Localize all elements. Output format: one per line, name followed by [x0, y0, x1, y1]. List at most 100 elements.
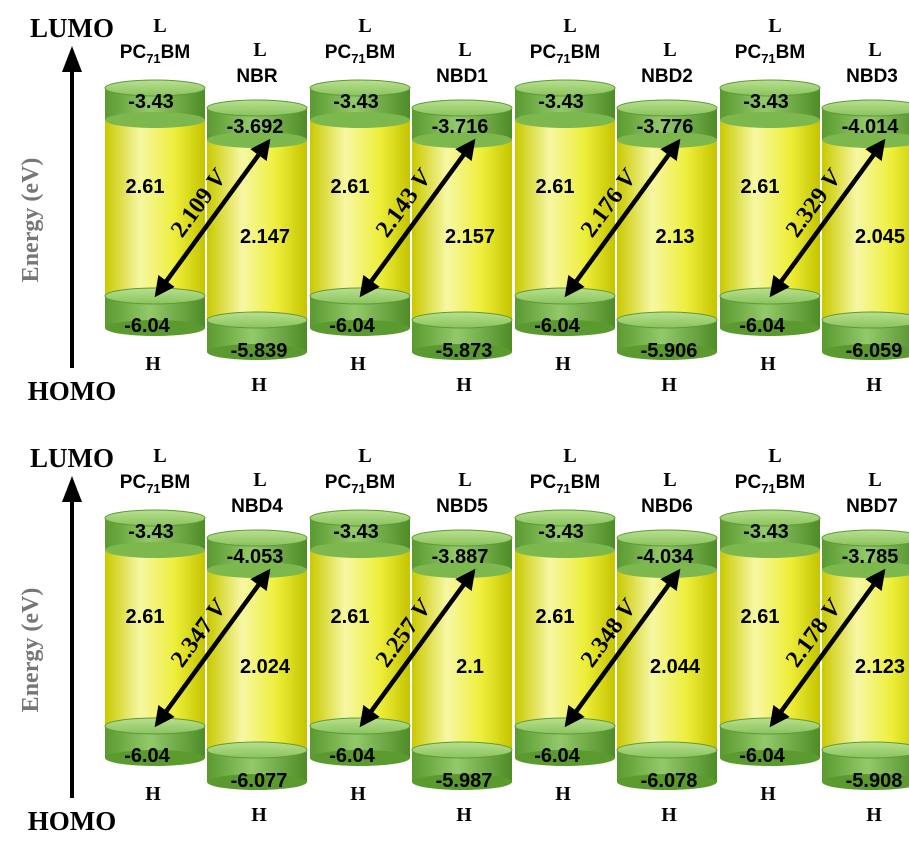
acceptor-gap-value: 2.61 — [126, 606, 165, 628]
homo-cap-bottom — [822, 344, 909, 360]
homo-cap-bottom — [105, 750, 205, 766]
acceptor-lumo-marker: L — [153, 15, 166, 37]
lumo-cap-top — [719, 79, 821, 97]
voc-double-arrow — [769, 568, 886, 728]
acceptor-lumo-marker: L — [358, 15, 371, 37]
donor-lumo-marker: L — [253, 39, 266, 61]
lumo-cap-top — [719, 509, 821, 527]
acceptor-name: PC71BM — [530, 42, 600, 66]
lumo-cap-bottom — [515, 542, 615, 558]
acceptor-lumo-value: -3.43 — [743, 91, 789, 113]
donor-lumo-marker: L — [458, 469, 471, 491]
homo-cap-bottom — [207, 774, 307, 790]
homo-cap-top — [616, 311, 718, 329]
acceptor-homo-value: -6.04 — [739, 745, 785, 767]
voc-double-arrow — [154, 138, 271, 298]
lumo-cap-bottom — [105, 542, 205, 558]
donor-homo-marker: H — [456, 804, 472, 826]
voc-double-arrow — [359, 568, 476, 728]
acceptor-homo-marker: H — [760, 783, 776, 805]
donor-homo-value: -5.906 — [641, 340, 698, 362]
acceptor-homo-value: -6.04 — [329, 315, 375, 337]
acceptor-gap-value: 2.61 — [536, 606, 575, 628]
donor-lumo-marker: L — [868, 469, 881, 491]
acceptor-gap-value: 2.61 — [741, 606, 780, 628]
acceptor-homo-marker: H — [555, 783, 571, 805]
homo-cap-bottom — [310, 750, 410, 766]
lumo-cap-bottom — [515, 112, 615, 128]
homo-cap-bottom — [617, 774, 717, 790]
lumo-cap-top — [514, 509, 616, 527]
homo-cap-top — [411, 741, 513, 759]
donor-name: NBD5 — [436, 496, 488, 517]
donor-homo-marker: H — [251, 804, 267, 826]
homo-cap-top — [514, 287, 616, 305]
acceptor-homo-marker: H — [145, 783, 161, 805]
acceptor-lumo-marker: L — [358, 445, 371, 467]
lumo-cap-top — [104, 509, 206, 527]
lumo-cap-top — [514, 79, 616, 97]
homo-cap-top — [514, 717, 616, 735]
acceptor-homo-marker: H — [350, 353, 366, 375]
donor-cylinder — [206, 99, 308, 360]
donor-gap-value: 2.157 — [445, 226, 495, 248]
donor-name: NBR — [236, 66, 277, 87]
homo-cap-bottom — [105, 320, 205, 336]
acceptor-gap-value: 2.61 — [126, 176, 165, 198]
acceptor-name: PC71BM — [120, 472, 190, 496]
donor-name: NBD3 — [846, 66, 898, 87]
donor-lumo-value: -4.014 — [842, 116, 900, 138]
voc-double-arrow — [564, 568, 681, 728]
donor-homo-value: -6.078 — [641, 770, 698, 792]
acceptor-lumo-value: -3.43 — [128, 521, 174, 543]
donor-lumo-value: -4.034 — [637, 546, 695, 568]
acceptor-lumo-value: -3.43 — [333, 521, 379, 543]
homo-cap-top — [719, 717, 821, 735]
lumo-axis-label: LUMO — [30, 443, 114, 473]
donor-lumo-marker: L — [868, 39, 881, 61]
energy-axis-label: Energy (eV) — [18, 158, 44, 283]
homo-cap-bottom — [310, 320, 410, 336]
lumo-cap-top — [821, 529, 909, 547]
donor-homo-value: -6.077 — [231, 770, 288, 792]
donor-gap-value: 2.024 — [240, 656, 291, 678]
acceptor-homo-marker: H — [555, 353, 571, 375]
acceptor-lumo-value: -3.43 — [743, 521, 789, 543]
acceptor-lumo-marker: L — [153, 445, 166, 467]
homo-cap-bottom — [515, 750, 615, 766]
donor-homo-marker: H — [866, 374, 882, 396]
donor-homo-marker: H — [456, 374, 472, 396]
homo-cap-top — [104, 717, 206, 735]
acceptor-homo-value: -6.04 — [739, 315, 785, 337]
lumo-cap-bottom — [310, 112, 410, 128]
donor-name: NBD6 — [641, 496, 693, 517]
donor-homo-value: -5.873 — [436, 340, 493, 362]
acceptor-lumo-value: -3.43 — [538, 521, 584, 543]
donor-lumo-value: -4.053 — [227, 546, 284, 568]
acceptor-gap-value: 2.61 — [741, 176, 780, 198]
lumo-cap-top — [206, 529, 308, 547]
acceptor-homo-value: -6.04 — [329, 745, 375, 767]
donor-homo-marker: H — [661, 804, 677, 826]
acceptor-name: PC71BM — [530, 472, 600, 496]
donor-lumo-marker: L — [663, 469, 676, 491]
donor-homo-marker: H — [251, 374, 267, 396]
acceptor-homo-value: -6.04 — [534, 745, 580, 767]
homo-cap-bottom — [720, 750, 820, 766]
homo-cap-top — [206, 741, 308, 759]
homo-cap-top — [206, 311, 308, 329]
acceptor-gap-value: 2.61 — [331, 606, 370, 628]
homo-cap-top — [616, 741, 718, 759]
donor-lumo-value: -3.692 — [227, 116, 284, 138]
acceptor-name: PC71BM — [735, 472, 805, 496]
lumo-cap-top — [104, 79, 206, 97]
donor-name: NBD2 — [641, 66, 693, 87]
acceptor-lumo-value: -3.43 — [128, 91, 174, 113]
donor-lumo-value: -3.716 — [432, 116, 489, 138]
donor-gap-value: 2.13 — [656, 226, 695, 248]
lumo-cap-bottom — [310, 542, 410, 558]
homo-cap-bottom — [412, 774, 512, 790]
acceptor-lumo-marker: L — [768, 445, 781, 467]
lumo-cap-top — [206, 99, 308, 117]
